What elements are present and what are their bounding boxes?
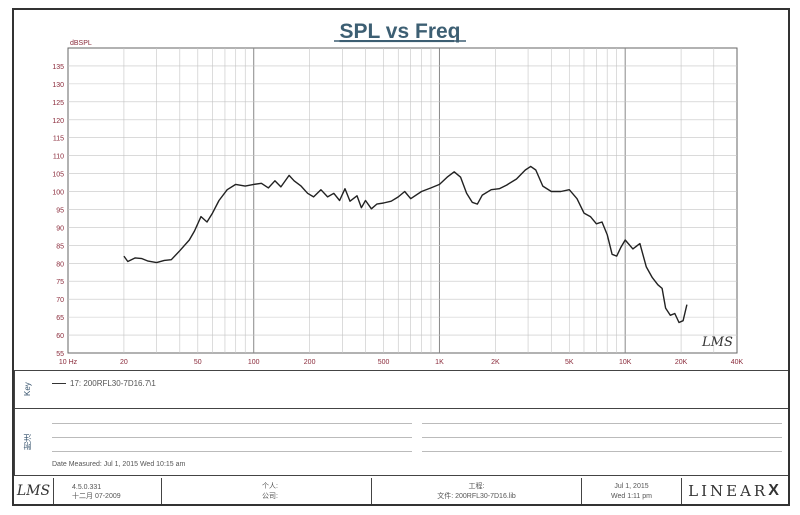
y-tick-label: 80 [56, 261, 64, 268]
y-tick-label: 110 [53, 154, 64, 161]
y-tick-label: 85 [56, 243, 64, 250]
legend-swatch [52, 383, 66, 384]
y-tick-label: 55 [56, 351, 64, 358]
build-date: 十二月 07-2009 [72, 493, 121, 500]
note-line[interactable] [422, 423, 782, 424]
project-label: 工程: [468, 483, 485, 490]
x-tick-label: 200 [304, 359, 316, 366]
plot-area [67, 47, 738, 354]
y-tick-label: 130 [52, 82, 64, 89]
notes-tab-label: 附注 [14, 409, 40, 475]
date-measured: Date Measured: Jul 1, 2015 Wed 10:15 am [52, 461, 186, 468]
y-tick-label: 70 [56, 297, 64, 304]
spl-response-line [123, 165, 688, 324]
lms-logo: LMS [14, 478, 54, 504]
version-info: 4.5.0.331 十二月 07-2009 [54, 478, 162, 504]
legend-entry-label: 17: 200RFL30-7D16.7\1 [70, 379, 156, 388]
legend-entry[interactable]: 17: 200RFL30-7D16.7\1 [52, 379, 156, 388]
legend-tab-label: Key [14, 371, 40, 408]
linearx-logo: LINEAR X [682, 478, 788, 504]
y-tick-label: 75 [56, 279, 64, 286]
y-tick-label: 125 [52, 100, 64, 107]
y-tick-label: 135 [52, 64, 64, 71]
version-number: 4.5.0.331 [72, 484, 102, 491]
chart-title: SPL vs Freq [340, 20, 461, 43]
x-tick-label: 20K [675, 359, 688, 366]
x-tick-label: 50 [194, 359, 202, 366]
x-tick-label: 2K [491, 359, 500, 366]
y-axis-label: dBSPL [70, 40, 92, 47]
note-line[interactable] [422, 451, 782, 452]
x-tick-label: 40K [731, 359, 744, 366]
y-tick-label: 100 [52, 190, 64, 197]
y-tick-label: 115 [53, 136, 64, 143]
brand-x: X [768, 482, 782, 499]
note-line[interactable] [422, 437, 782, 438]
spl-chart: SPL vs Freq 55 60 65 70 75 80 85 90 95 100 105 110 11… [52, 20, 744, 366]
y-tick-label: 105 [52, 172, 64, 179]
y-tick-label: 90 [56, 225, 64, 232]
x-tick-label: 500 [378, 359, 390, 366]
note-line[interactable] [52, 437, 412, 438]
legend-panel: Key 17: 200RFL30-7D16.7\1 [14, 370, 788, 408]
y-tick-label: 65 [56, 315, 64, 322]
brand-text: LINEAR [688, 482, 769, 500]
y-tick-label: 95 [56, 207, 64, 214]
notes-panel: 附注 Date Measured: Jul 1, 2015 Wed 10:15 … [14, 408, 788, 476]
x-tick-label: 20 [120, 359, 128, 366]
y-tick-label: 120 [52, 118, 64, 125]
company-label: 公司: [262, 493, 278, 500]
footer-bar: LMS 4.5.0.331 十二月 07-2009 个人: 公司: 工程: 文件… [14, 478, 788, 504]
user-label: 个人: [262, 483, 278, 490]
lms-watermark: LMS [701, 335, 733, 350]
print-time-value: Wed 1:11 pm [611, 493, 652, 500]
x-tick-label: 10 Hz [59, 359, 78, 366]
project-info: 工程: 文件: 200RFL30-7D16.lib [372, 478, 582, 504]
file-label: 文件: 200RFL30-7D16.lib [437, 493, 516, 500]
user-info: 个人: 公司: [162, 478, 372, 504]
x-tick-label: 10K [619, 359, 632, 366]
note-line[interactable] [52, 451, 412, 452]
y-tick-label: 60 [56, 333, 64, 340]
print-date: Jul 1, 2015 Wed 1:11 pm [582, 478, 682, 504]
print-date-value: Jul 1, 2015 [614, 483, 649, 490]
x-tick-label: 100 [248, 359, 260, 366]
x-tick-label: 1K [435, 359, 444, 366]
x-tick-label: 5K [565, 359, 574, 366]
note-line[interactable] [52, 423, 412, 424]
